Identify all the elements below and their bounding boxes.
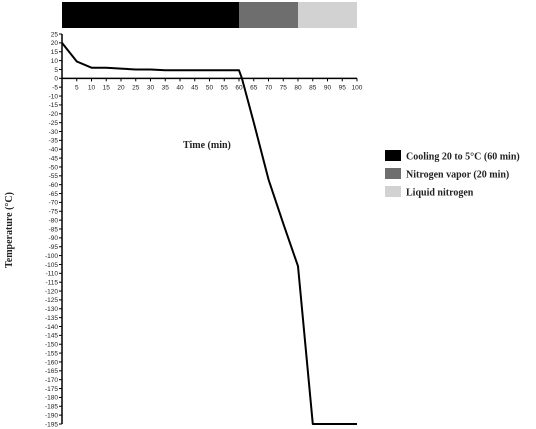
y-tick-label: -40: [49, 147, 59, 154]
y-tick-label: -65: [49, 191, 59, 198]
y-tick-label: -165: [45, 368, 58, 375]
y-tick-label: -55: [49, 173, 59, 180]
y-axis: 25 20 15 10 5 0-5 -10 -15 -20 -25 -30 -35 -40-45 -50 -…: [45, 31, 63, 428]
y-tick-label: -60: [49, 182, 59, 189]
legend-label-2: Nitrogen vapor (20 min): [406, 170, 509, 181]
y-tick-label: -50: [49, 164, 59, 171]
y-tick-label: -150: [45, 342, 58, 349]
x-tick-label: 25: [132, 84, 140, 91]
legend-label-3: Liquid nitrogen: [406, 188, 474, 199]
x-tick-label: 55: [221, 84, 229, 91]
y-tick-label: -160: [45, 359, 58, 366]
y-tick-label: -75: [49, 209, 59, 216]
phase-bar: [62, 2, 357, 28]
legend-swatch-1: [385, 150, 401, 161]
y-tick-label: -90: [49, 235, 59, 242]
y-tick-label: -120: [45, 288, 58, 295]
x-tick-label: 80: [294, 84, 302, 91]
y-tick-label: -25: [49, 120, 59, 127]
y-tick-label: -140: [45, 324, 58, 331]
y-tick-label: -185: [45, 404, 58, 411]
x-tick-label: 10: [88, 84, 96, 91]
x-tick-label: 45: [191, 84, 199, 91]
y-tick-label: -30: [49, 129, 59, 136]
y-tick-label: 10: [51, 58, 59, 65]
x-tick-label: 35: [162, 84, 170, 91]
x-tick-label: 5: [75, 84, 79, 91]
y-tick-label: 5: [54, 67, 58, 74]
x-tick-label: 20: [117, 84, 125, 91]
y-tick-label: -15: [49, 102, 59, 109]
legend-label-1: Cooling 20 to 5°C (60 min): [406, 152, 520, 163]
y-tick-label: -130: [45, 306, 58, 313]
legend-swatch-2: [385, 168, 401, 179]
legend-swatch-3: [385, 186, 401, 197]
x-tick-label: 90: [324, 84, 332, 91]
y-tick-label: -180: [45, 395, 58, 402]
y-tick-label: -85: [49, 226, 59, 233]
temperature-line-1: [61, 42, 357, 425]
legend: Cooling 20 to 5°C (60 min) Nitrogen vapor…: [385, 150, 520, 199]
y-tick-label: 0: [54, 76, 58, 83]
y-tick-label: -105: [45, 262, 58, 269]
y-tick-label: -135: [45, 315, 58, 322]
x-tick-label: 85: [309, 84, 317, 91]
x-tick-label: 70: [265, 84, 273, 91]
x-tick-label: 95: [339, 84, 347, 91]
series-layer: [61, 42, 357, 425]
phase-segment-2: [239, 2, 298, 28]
y-tick-label: 15: [51, 49, 59, 56]
y-tick-label: -190: [45, 412, 58, 419]
y-tick-label: -115: [45, 279, 58, 286]
y-tick-label: -95: [49, 244, 59, 251]
y-tick-label: -35: [49, 138, 59, 145]
y-tick-label: -100: [45, 253, 58, 260]
y-tick-label: -195: [45, 421, 58, 428]
y-tick-label: -20: [49, 111, 59, 118]
y-tick-label: 25: [51, 31, 59, 38]
y-tick-label: -170: [45, 377, 58, 384]
x-tick-label: 65: [250, 84, 258, 91]
x-axis: 5 10 15 20 25 30 35 40 45 50 55 60 65 70 75 80 85 90 95 100: [62, 77, 363, 91]
y-axis-title: Temperature (°C): [4, 192, 15, 268]
y-tick-label: -125: [45, 297, 58, 304]
y-tick-label: -175: [45, 386, 58, 393]
x-tick-label: 60: [235, 84, 243, 91]
phase-segment-1: [62, 2, 239, 28]
x-tick-label: 15: [103, 84, 111, 91]
phase-segment-3: [298, 2, 357, 28]
x-axis-title: Time (min): [183, 140, 231, 151]
x-tick-label: 75: [280, 84, 288, 91]
y-tick-label: -70: [49, 200, 59, 207]
y-tick-label: -110: [45, 271, 58, 278]
x-tick-label: 100: [352, 84, 363, 91]
x-tick-label: 40: [176, 84, 184, 91]
y-tick-label: -145: [45, 333, 58, 340]
y-tick-label: -80: [49, 217, 59, 224]
x-tick-label: 50: [206, 84, 214, 91]
y-tick-label: -10: [49, 93, 59, 100]
y-tick-label: -155: [45, 350, 58, 357]
y-tick-label: -5: [52, 84, 58, 91]
y-tick-label: 20: [51, 40, 59, 47]
y-tick-label: -45: [49, 155, 59, 162]
x-tick-label: 30: [147, 84, 155, 91]
